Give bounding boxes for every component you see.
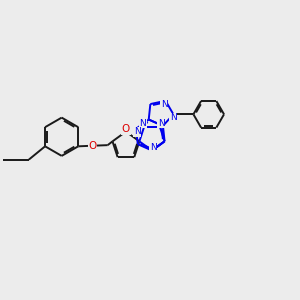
Text: O: O	[122, 124, 130, 134]
Text: N: N	[134, 127, 141, 136]
Text: N: N	[139, 118, 146, 127]
Text: N: N	[150, 143, 157, 152]
Text: N: N	[158, 118, 165, 127]
Text: N: N	[161, 100, 167, 109]
Text: N: N	[170, 113, 177, 122]
Text: O: O	[88, 141, 97, 151]
